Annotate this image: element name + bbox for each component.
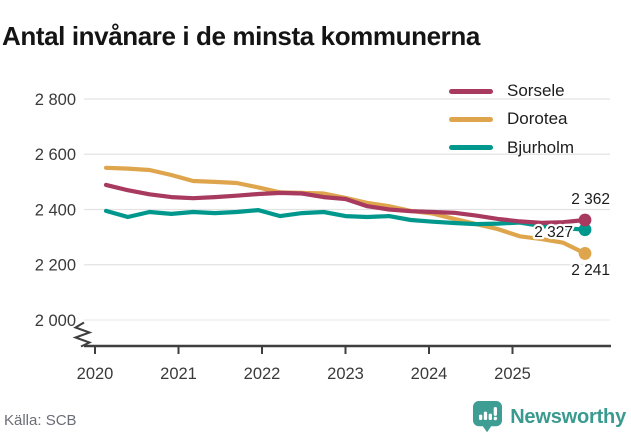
newsworthy-chart-bubble-icon [473, 401, 503, 433]
legend-label-dorotea: Dorotea [507, 109, 568, 129]
legend-label-bjurholm: Bjurholm [507, 137, 575, 157]
series-line-bjurholm [103, 208, 588, 232]
legend-item-sorsele: Sorsele [449, 81, 574, 101]
newsworthy-wordmark: Newsworthy [510, 405, 626, 428]
x-tick-label-2020: 2020 [77, 365, 114, 383]
x-tick-label-2023: 2023 [327, 365, 364, 383]
legend-swatch-sorsele [449, 88, 493, 94]
x-tick-label-2024: 2024 [411, 365, 448, 383]
end-label-bjurholm: 2 327 [534, 224, 573, 241]
legend-item-bjurholm: Bjurholm [449, 138, 574, 158]
x-tick-label-2021: 2021 [160, 365, 197, 383]
chart-legend: Sorsele Dorotea Bjurholm [449, 81, 574, 166]
end-dot-bjurholm [578, 223, 592, 237]
chart-title: Antal invånare i de minsta kommunerna [2, 21, 480, 52]
y-tick-label-2400: 2 400 [35, 201, 76, 219]
series-line-dorotea [103, 165, 588, 256]
legend-label-sorsele: Sorsele [507, 81, 565, 100]
legend-swatch-dorotea [449, 116, 493, 122]
y-axis-break-icon [72, 321, 93, 348]
source-credit: Källa: SCB [4, 412, 77, 429]
end-label-sorsele: 2 362 [571, 191, 610, 208]
legend-swatch-bjurholm [449, 145, 493, 151]
end-dot-sorsele [578, 213, 592, 227]
x-tick-label-2025: 2025 [494, 365, 531, 383]
y-tick-label-2000: 2 000 [35, 312, 76, 330]
x-tick-label-2022: 2022 [244, 365, 281, 383]
end-label-dorotea: 2 241 [571, 262, 610, 279]
y-tick-label-2200: 2 200 [35, 257, 76, 275]
y-tick-label-2600: 2 600 [35, 146, 76, 164]
newsworthy-branding[interactable]: Newsworthy [472, 400, 626, 434]
series-line-sorsele [103, 182, 588, 225]
y-tick-label-2800: 2 800 [35, 91, 76, 109]
end-dot-dorotea [578, 247, 592, 260]
legend-item-dorotea: Dorotea [449, 109, 574, 129]
